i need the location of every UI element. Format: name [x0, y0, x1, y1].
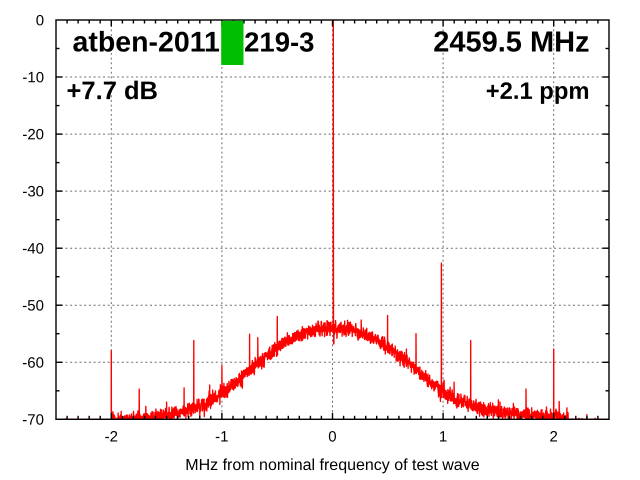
svg-text:-30: -30: [22, 183, 44, 200]
svg-text:-50: -50: [22, 298, 44, 315]
svg-text:+7.7 dB: +7.7 dB: [67, 77, 158, 105]
svg-text:MHz from nominal frequency of: MHz from nominal frequency of test wave: [185, 457, 479, 474]
svg-text:2459.5 MHz: 2459.5 MHz: [433, 27, 589, 59]
svg-text:-2: -2: [105, 428, 118, 445]
svg-text:0: 0: [36, 12, 44, 29]
svg-text:-1: -1: [215, 428, 228, 445]
svg-text:-60: -60: [22, 355, 44, 372]
svg-text:-10: -10: [22, 69, 44, 86]
svg-text:-20: -20: [22, 126, 44, 143]
svg-text:+2.1 ppm: +2.1 ppm: [486, 78, 590, 105]
svg-text:atben-2011: atben-2011: [73, 26, 220, 58]
svg-text:0: 0: [328, 428, 336, 445]
svg-text:2: 2: [549, 429, 557, 446]
svg-text:-40: -40: [22, 241, 44, 258]
svg-text:-70: -70: [22, 412, 44, 429]
svg-text:219-3: 219-3: [244, 26, 314, 57]
svg-text:1: 1: [439, 429, 447, 446]
